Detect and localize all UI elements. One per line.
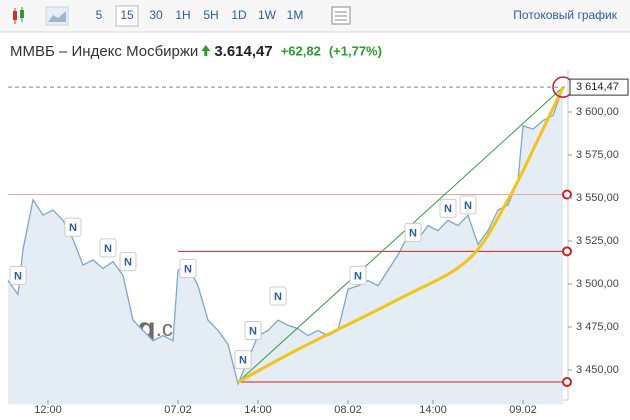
- streaming-link[interactable]: Потоковый график: [513, 8, 617, 22]
- area-icon[interactable]: [45, 6, 69, 26]
- line-handle: [562, 377, 572, 388]
- y-tick-label: 3 575,00: [576, 149, 619, 161]
- news-marker: [349, 265, 367, 285]
- news-marker: [234, 350, 252, 370]
- selected-interval: [115, 5, 139, 27]
- y-tick-label: 3 500,00: [576, 278, 619, 290]
- interval-button[interactable]: 15: [120, 8, 134, 22]
- x-tick-label: 08.02: [334, 404, 362, 416]
- news-marker: [99, 238, 117, 258]
- x-tick-label: 07.02: [164, 404, 192, 416]
- settings-icon[interactable]: [331, 6, 351, 25]
- news-marker: [64, 217, 82, 237]
- last-price-label: 3 614,47: [576, 81, 619, 93]
- news-label: N: [69, 222, 77, 234]
- y-tick-label: 3 550,00: [576, 192, 619, 204]
- line-handle: [562, 189, 572, 200]
- news-label: N: [354, 270, 362, 282]
- news-label: N: [239, 355, 247, 367]
- news-marker: [269, 286, 287, 306]
- interval-button[interactable]: 1M: [287, 8, 304, 22]
- change: +62,82: [281, 43, 321, 58]
- news-marker: [179, 259, 197, 279]
- news-label: N: [14, 270, 22, 282]
- news-marker: [244, 320, 262, 340]
- y-tick-label: 3 600,00: [576, 106, 619, 118]
- up-arrow: [201, 45, 211, 56]
- y-tick-label: 3 475,00: [576, 321, 619, 333]
- news-marker: [9, 265, 27, 285]
- area-fill: [8, 87, 563, 405]
- interval-button[interactable]: 1W: [258, 8, 277, 22]
- news-marker: [459, 195, 477, 215]
- instrument-name: ММВБ – Индекс Мосбиржи: [10, 43, 198, 60]
- news-label: N: [249, 325, 257, 337]
- x-tick-label: 14:00: [419, 404, 447, 416]
- last-price-box: [569, 78, 629, 96]
- x-tick-label: 09.02: [509, 404, 537, 416]
- news-label: N: [104, 243, 112, 255]
- toolbar: [0, 0, 630, 32]
- news-marker: [119, 252, 137, 272]
- news-label: N: [444, 203, 452, 215]
- interval-button[interactable]: 1H: [175, 8, 190, 22]
- interval-button[interactable]: 30: [149, 8, 163, 22]
- candle-icon[interactable]: [13, 7, 24, 24]
- news-label: N: [274, 291, 282, 303]
- y-tick-label: 3 450,00: [576, 364, 619, 376]
- price-line: [7, 86, 564, 386]
- interval-button[interactable]: 1D: [231, 8, 247, 22]
- interval-button[interactable]: 5: [96, 8, 103, 22]
- icon-body: [13, 11, 17, 20]
- x-tick-label: 14:00: [244, 404, 272, 416]
- line-handle: [562, 246, 572, 257]
- news-label: N: [464, 200, 472, 212]
- icon-body: [20, 10, 24, 18]
- price: 3.614,47: [214, 43, 272, 60]
- news-label: N: [409, 227, 417, 239]
- news-label: N: [124, 257, 132, 269]
- x-tick-label: 12:00: [34, 404, 62, 416]
- trend-line: [237, 86, 564, 383]
- y-tick-label: 3 525,00: [576, 235, 619, 247]
- news-marker: [439, 198, 457, 218]
- news-label: N: [184, 263, 192, 275]
- interval-button[interactable]: 5H: [203, 8, 218, 22]
- news-marker: [404, 222, 422, 242]
- change-percent: (+1,77%): [329, 43, 382, 58]
- trend-curve: [237, 86, 565, 384]
- icon-area: [48, 11, 66, 22]
